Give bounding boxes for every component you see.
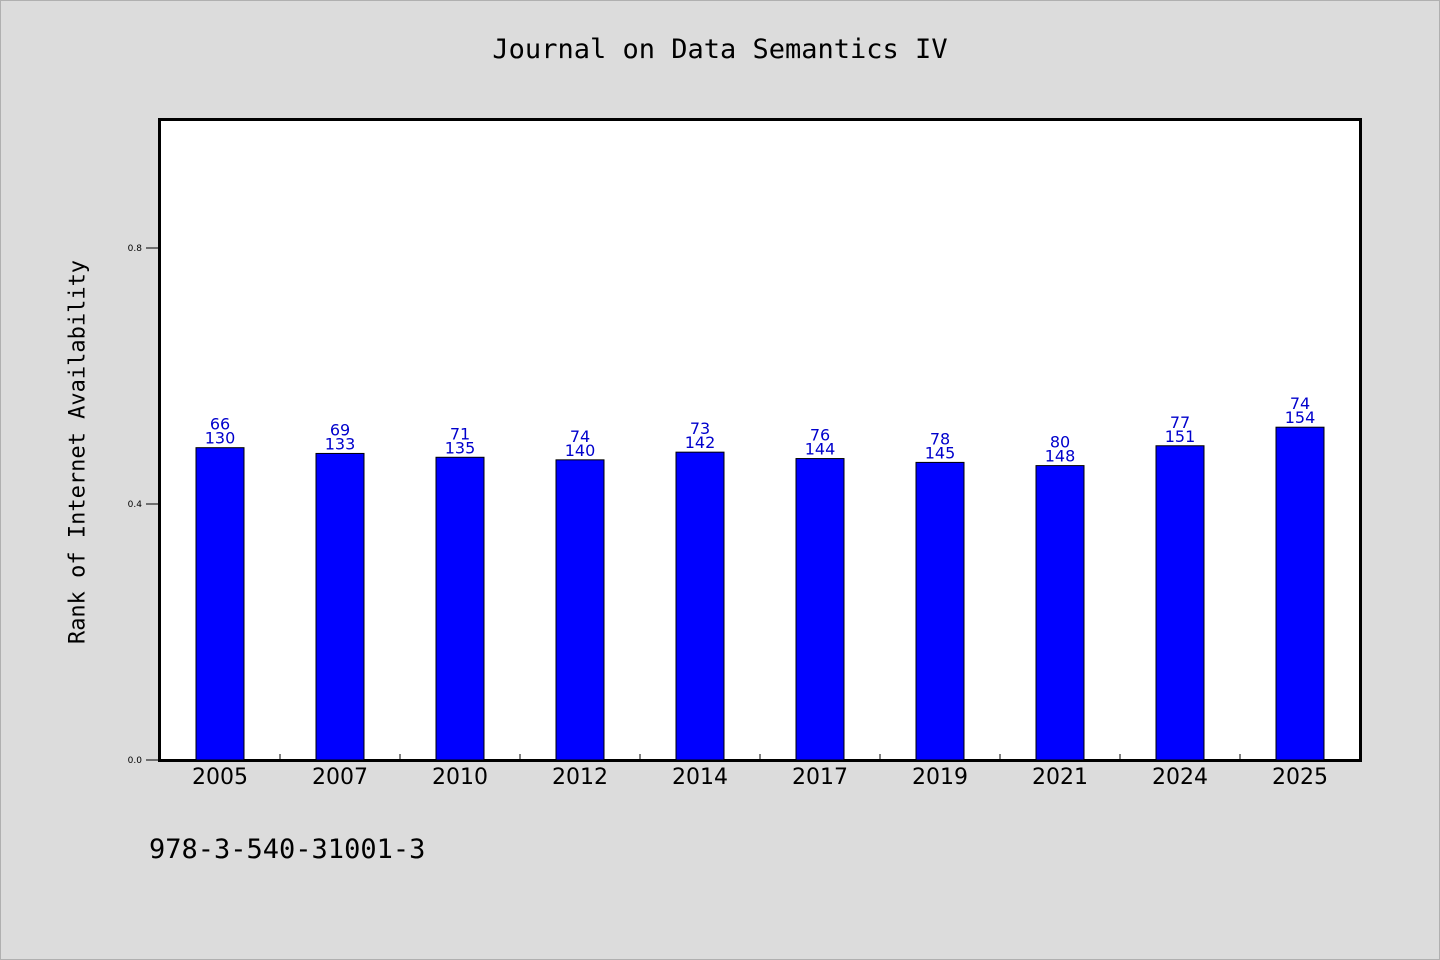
x-tick-label: 2017	[792, 765, 848, 790]
data-label-bottom: 144	[805, 440, 836, 459]
chart-title: Journal on Data Semantics IV	[492, 34, 948, 65]
bar-2007	[315, 452, 365, 761]
bar-2019	[915, 461, 965, 761]
data-label-bottom: 135	[445, 438, 476, 457]
data-label-top: 80	[1050, 433, 1070, 452]
x-tick-label: 2005	[192, 765, 248, 790]
x-tick-label: 2021	[1032, 765, 1088, 790]
data-label-bottom: 130	[205, 429, 236, 448]
bar-2005	[195, 447, 245, 761]
y-tick-label: 0.0	[128, 756, 143, 766]
data-label-top: 69	[330, 420, 350, 439]
data-label-bottom: 154	[1285, 408, 1316, 427]
x-tick-label: 2012	[552, 765, 608, 790]
x-tick-label: 2014	[672, 765, 728, 790]
x-tick-label: 2024	[1152, 765, 1208, 790]
x-tick-label: 2007	[312, 765, 368, 790]
data-label-bottom: 140	[565, 441, 596, 460]
data-label-bottom: 145	[925, 443, 956, 462]
data-label-bottom: 142	[685, 433, 716, 452]
data-label-top: 77	[1170, 413, 1190, 432]
y-tick-label: 0.4	[128, 500, 143, 510]
data-label-top: 74	[1290, 394, 1310, 413]
x-tick-label: 2025	[1272, 765, 1328, 790]
bar-2021	[1035, 465, 1085, 761]
bar-2017	[795, 458, 845, 761]
data-label-top: 74	[570, 427, 590, 446]
data-label-top: 73	[690, 419, 710, 438]
bar-2014	[675, 451, 725, 761]
data-label-top: 71	[450, 424, 470, 443]
x-tick-label: 2019	[912, 765, 968, 790]
y-tick-label: 0.8	[128, 244, 143, 254]
bar-2010	[435, 456, 485, 761]
data-label-top: 66	[210, 415, 230, 434]
x-tick-label: 2010	[432, 765, 488, 790]
data-label-top: 78	[930, 429, 950, 448]
isbn-footnote: 978-3-540-31001-3	[149, 834, 426, 865]
bar-2025	[1275, 426, 1325, 761]
data-label-bottom: 148	[1045, 447, 1076, 466]
bar-2012	[555, 459, 605, 761]
data-label-bottom: 133	[325, 434, 356, 453]
bar-2024	[1155, 445, 1205, 761]
data-label-bottom: 151	[1165, 427, 1196, 446]
data-label-top: 76	[810, 426, 830, 445]
